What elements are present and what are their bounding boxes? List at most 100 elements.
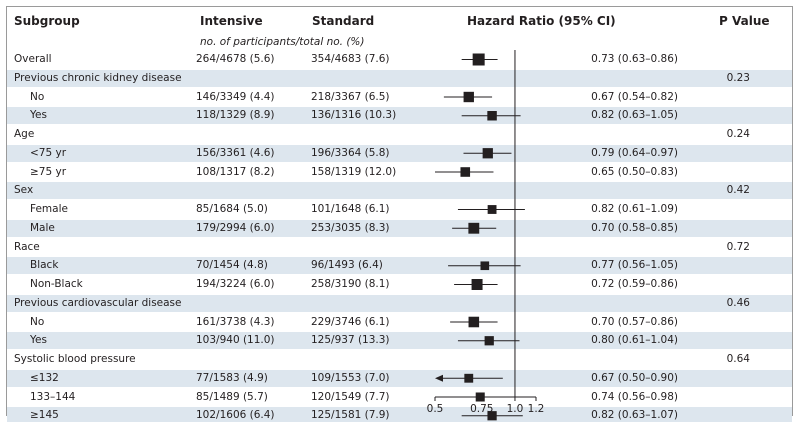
header-standard: Standard <box>312 14 375 28</box>
standard-value: 218/3367 (6.5) <box>311 90 390 103</box>
subgroup-label: Male <box>30 221 55 234</box>
hazard-ratio-point <box>468 316 480 328</box>
standard-value: 258/3190 (8.1) <box>311 278 390 290</box>
hazard-ratio-value: 0.67 (0.54–0.82) <box>591 90 678 103</box>
hazard-ratio-value: 0.82 (0.63–1.07) <box>591 409 678 422</box>
hazard-ratio-point <box>475 392 485 402</box>
x-tick-label: 1.2 <box>528 403 545 415</box>
intensive-value: 264/4678 (5.6) <box>196 53 275 65</box>
intensive-value: 77/1583 (4.9) <box>196 371 268 384</box>
subgroup-label: No <box>30 90 45 103</box>
hazard-ratio-value: 0.79 (0.64–0.97) <box>591 146 678 159</box>
standard-value: 125/1581 (7.9) <box>311 409 390 422</box>
intensive-value: 108/1317 (8.2) <box>196 165 275 178</box>
p-value: 0.64 <box>726 353 750 365</box>
p-value: 0.24 <box>726 128 750 140</box>
table-row <box>7 107 792 125</box>
standard-value: 253/3035 (8.3) <box>311 221 390 234</box>
standard-value: 96/1493 (6.4) <box>311 259 383 272</box>
table-row <box>7 332 792 350</box>
hazard-ratio-point <box>484 336 494 346</box>
subgroup-label: <75 yr <box>30 146 67 159</box>
p-value: 0.42 <box>726 184 750 197</box>
subgroup-heading: Systolic blood pressure <box>14 353 136 365</box>
subgroup-label: Yes <box>30 109 47 122</box>
hazard-ratio-point <box>468 222 480 234</box>
hazard-ratio-point <box>472 53 485 66</box>
intensive-value: 118/1329 (8.9) <box>196 109 275 122</box>
table-row <box>7 294 792 312</box>
x-tick-label: 1.0 <box>507 403 524 415</box>
intensive-value: 156/3361 (4.6) <box>196 146 275 159</box>
hazard-ratio-point <box>482 148 493 159</box>
intensive-value: 70/1454 (4.8) <box>196 259 268 272</box>
subgroup-label: Overall <box>14 53 52 65</box>
hazard-ratio-value: 0.80 (0.61–1.04) <box>591 334 678 347</box>
standard-value: 101/1648 (6.1) <box>311 203 390 215</box>
standard-value: 120/1549 (7.7) <box>311 390 390 403</box>
standard-value: 136/1316 (10.3) <box>311 109 397 122</box>
intensive-value: 103/940 (11.0) <box>196 334 275 347</box>
p-value: 0.23 <box>726 71 750 84</box>
header-p-value: P Value <box>719 14 770 28</box>
table-row <box>7 69 792 87</box>
hazard-ratio-value: 0.65 (0.50–0.83) <box>591 165 678 178</box>
table-row <box>7 257 792 275</box>
hazard-ratio-value: 0.73 (0.63–0.86) <box>591 53 678 65</box>
p-value: 0.46 <box>726 296 750 309</box>
ci-arrow <box>435 374 443 382</box>
subgroup-label: Black <box>30 259 59 272</box>
intensive-value: 146/3349 (4.4) <box>196 90 275 103</box>
hazard-ratio-point <box>487 111 497 121</box>
x-tick-label: 0.5 <box>427 403 444 415</box>
hazard-ratio-point <box>487 205 497 214</box>
table-row <box>7 144 792 162</box>
subgroup-heading: Previous chronic kidney disease <box>14 71 182 84</box>
standard-value: 109/1553 (7.0) <box>311 371 390 384</box>
table-row <box>7 182 792 200</box>
standard-value: 354/4683 (7.6) <box>311 53 390 65</box>
subgroup-label: 133–144 <box>30 390 76 403</box>
hazard-ratio-point <box>464 373 474 383</box>
intensive-value: 85/1684 (5.0) <box>196 203 268 215</box>
subgroup-label: ≤132 <box>30 371 59 384</box>
subgroup-heading: Race <box>14 240 40 253</box>
subgroup-label: ≥75 yr <box>30 165 67 178</box>
intensive-value: 179/2994 (6.0) <box>196 221 275 234</box>
p-value: 0.72 <box>726 240 750 253</box>
table-row <box>7 219 792 237</box>
hazard-ratio-value: 0.82 (0.63–1.05) <box>591 109 678 122</box>
standard-value: 125/937 (13.3) <box>311 334 390 347</box>
subgroup-label: Female <box>30 203 68 215</box>
table-row <box>7 407 792 422</box>
header-subgroup: Subgroup <box>14 14 80 28</box>
intensive-value: 161/3738 (4.3) <box>196 315 275 328</box>
hazard-ratio-value: 0.67 (0.50–0.90) <box>591 371 678 384</box>
hazard-ratio-value: 0.77 (0.56–1.05) <box>591 259 678 272</box>
standard-value: 196/3364 (5.8) <box>311 146 390 159</box>
header-hazard-ratio: Hazard Ratio (95% CI) <box>467 14 616 28</box>
subgroup-label: ≥145 <box>30 409 59 422</box>
intensive-value: 194/3224 (6.0) <box>196 278 275 290</box>
header-participants-note: no. of participants/total no. (%) <box>200 36 365 48</box>
intensive-value: 102/1606 (6.4) <box>196 409 275 422</box>
subgroup-label: No <box>30 315 45 328</box>
subgroup-label: Yes <box>30 334 47 347</box>
hazard-ratio-value: 0.70 (0.58–0.85) <box>591 221 678 234</box>
hazard-ratio-point <box>471 279 483 290</box>
subgroup-heading: Previous cardiovascular disease <box>14 296 182 309</box>
hazard-ratio-value: 0.72 (0.59–0.86) <box>591 278 678 290</box>
subgroup-heading: Sex <box>14 184 34 197</box>
subgroup-label: Non-Black <box>30 278 83 290</box>
intensive-value: 85/1489 (5.7) <box>196 390 268 403</box>
hazard-ratio-point <box>480 261 490 271</box>
table-row <box>7 369 792 387</box>
hazard-ratio-value: 0.70 (0.57–0.86) <box>591 315 678 328</box>
hazard-ratio-point <box>460 167 471 177</box>
header-intensive: Intensive <box>200 14 263 28</box>
hazard-ratio-point <box>463 91 474 103</box>
hazard-ratio-point <box>487 411 497 421</box>
hazard-ratio-value: 0.82 (0.61–1.09) <box>591 203 678 215</box>
